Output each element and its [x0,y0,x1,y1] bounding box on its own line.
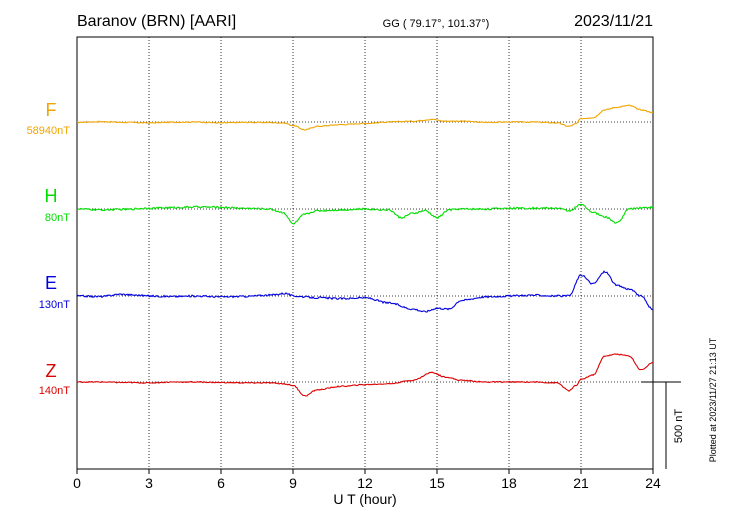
component-labels: F 58940nT H 80nT E 130nT Z 140nT [27,100,71,397]
series-line-f [77,104,654,131]
component-baseline-value-f: 58940nT [27,125,71,137]
series-line-h [76,203,654,225]
x-axis-label: U T (hour) [333,491,396,507]
chart-date: 2023/11/21 [574,13,653,30]
series-group [76,104,654,397]
x-tick-label: 15 [429,475,445,491]
component-label-h: H [45,186,58,206]
x-tick-label: 21 [573,475,589,491]
component-label-e: E [45,273,57,293]
x-axis-ticks: 0 3 6 9 12 15 18 21 24 [73,469,661,491]
component-baseline-value-h: 80nT [45,212,70,224]
component-label-f: F [46,100,57,120]
station-coords: GG ( 79.17°, 101.37°) [383,18,490,30]
x-tick-label: 24 [645,475,661,491]
grid-lines [148,37,582,469]
x-tick-label: 12 [357,475,373,491]
plotted-note: Plotted at 2023/11/27 21:13 UT [708,337,718,462]
x-tick-label: 0 [73,475,81,491]
component-label-z: Z [46,361,57,381]
component-baseline-value-e: 130nT [39,299,70,311]
x-tick-label: 6 [217,475,225,491]
component-baseline-value-z: 140nT [39,385,70,397]
scale-bar-label: 500 nT [673,409,685,444]
station-title: Baranov (BRN) [AARI] [77,13,236,30]
x-tick-label: 18 [501,475,517,491]
x-tick-label: 9 [289,475,297,491]
series-line-z [76,353,654,397]
series-line-e [76,270,654,313]
x-tick-label: 3 [145,475,153,491]
